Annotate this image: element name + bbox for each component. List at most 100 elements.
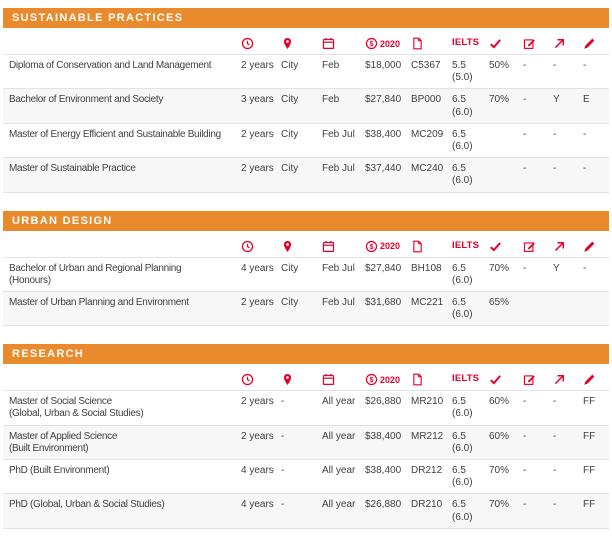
ielts-column-header: IELTS [450,373,487,384]
cell-fee-type: - [583,60,587,71]
fee-type-column-header [581,373,609,386]
cell-score: 50% [489,60,510,71]
cell-pathway: - [553,499,557,511]
section-header-bar: URBAN DESIGN [3,210,609,231]
course-name: Master of Applied Science (Built Environ… [3,431,239,455]
cell-intake: Feb [322,60,340,71]
svg-text:$: $ [369,242,373,251]
cell-pathway: Y [553,262,560,274]
code-column-header [409,240,450,253]
cell-fees: $31,680 [365,296,402,308]
pathway-column-header [551,37,581,50]
table-row: Master of Energy Efficient and Sustainab… [3,124,609,159]
location-column-header [279,240,320,253]
course-name: Master of Social Science (Global, Urban … [3,396,239,420]
pencil-square-icon [523,241,535,252]
cell-prerequisite: - [523,128,527,140]
svg-text:$: $ [369,39,373,48]
fees-year-label: 2020 [380,241,401,251]
pathway-column-header [551,240,581,253]
location-pin-icon [283,374,292,386]
course-name: Bachelor of Environment and Society [3,94,239,106]
cell-fees: $26,880 [365,499,402,511]
cell-fees: $18,000 [365,60,402,71]
course-name-line: Diploma of Conservation and Land Managem… [9,60,212,71]
score-column-header [487,37,521,50]
section-header-bar: RESEARCH [3,344,609,365]
location-column-header [279,373,320,386]
cell-intake: All year [322,499,356,511]
document-icon [413,373,422,386]
table-row: Master of Applied Science (Built Environ… [3,425,609,460]
ielts-column-header: IELTS [450,240,487,251]
document-icon [413,240,422,252]
cell-pathway: - [553,430,557,442]
table-row: PhD (Built Environment) 4 years - All ye… [3,460,609,495]
cell-ielts: 6.5 (6.0) [452,430,473,454]
course-name: Master of Urban Planning and Environment [3,297,239,309]
ielts-column-header: IELTS [450,37,487,48]
course-name: Master of Sustainable Practice [3,163,239,175]
cell-intake: Feb Jul [322,262,355,274]
calendar-icon [322,37,335,49]
cell-location: - [281,465,285,476]
cell-ielts: 5.5 (5.0) [452,60,473,84]
fee-type-column-header [581,37,609,50]
course-name: PhD (Global, Urban & Social Studies) [3,499,239,511]
course-name-line: PhD (Global, Urban & Social Studies) [9,499,165,511]
cell-intake: Feb Jul [322,163,355,175]
course-section: RESEARCH [3,344,609,529]
pencil-square-icon [523,39,535,49]
code-column-header [409,37,450,50]
course-section: URBAN DESIGN [3,210,609,327]
cell-prerequisite: - [523,499,527,511]
cell-duration: 2 years [241,396,274,408]
cell-fees: $26,880 [365,396,402,408]
table-column-header-row: $ 2020 IELTS [3,368,609,392]
duration-column-header [239,373,279,386]
cell-intake: All year [322,465,356,476]
pen-icon [584,374,595,386]
cell-program-code: MR210 [411,396,444,408]
cell-duration: 4 years [241,262,274,274]
ielts-label: IELTS [452,373,480,385]
section-title: RESEARCH [12,348,85,361]
duration-column-header [239,37,279,50]
cell-duration: 2 years [241,128,274,140]
course-name-line: Master of Sustainable Practice [9,163,136,175]
location-pin-icon [283,37,292,50]
course-name-line: Master of Urban Planning and Environment [9,296,189,308]
fees-column-header: $ 2020 [363,240,409,253]
cell-intake: Feb [322,94,340,106]
course-name-line: Bachelor of Environment and Society [9,94,164,106]
cell-program-code: MC221 [411,296,444,308]
cell-fee-type: FF [583,430,596,442]
cell-pathway: Y [553,94,560,106]
dollar-circle-icon: $ [365,37,378,50]
cell-score: 60% [489,430,510,442]
cell-prerequisite: - [523,430,527,442]
arrow-up-right-icon [554,241,564,251]
course-name-line: Master of Energy Efficient and Sustainab… [9,128,221,140]
prerequisite-column-header [521,37,551,50]
svg-text:$: $ [369,375,373,384]
cell-prerequisite: - [523,60,527,71]
check-icon [490,39,501,49]
cell-ielts: 6.5 (6.0) [452,128,473,152]
course-name-line: PhD (Built Environment) [9,465,110,476]
fees-year-label: 2020 [380,374,401,385]
cell-program-code: BP000 [411,94,442,106]
cell-fee-type: FF [583,499,596,511]
cell-duration: 4 years [241,465,274,476]
course-section: SUSTAINABLE PRACTICES [3,8,609,193]
ielts-label: IELTS [452,239,480,251]
cell-program-code: DR210 [411,499,443,511]
cell-ielts: 6.5 (6.0) [452,262,473,286]
cell-program-code: MC240 [411,163,444,175]
course-name-line: Master of Applied Science [9,430,118,442]
cell-pathway: - [553,396,557,408]
cell-program-code: C5367 [411,60,441,71]
fee-type-column-header [581,240,609,253]
cell-ielts: 6.5 (6.0) [452,465,473,489]
table-row: Bachelor of Environment and Society 3 ye… [3,89,609,124]
